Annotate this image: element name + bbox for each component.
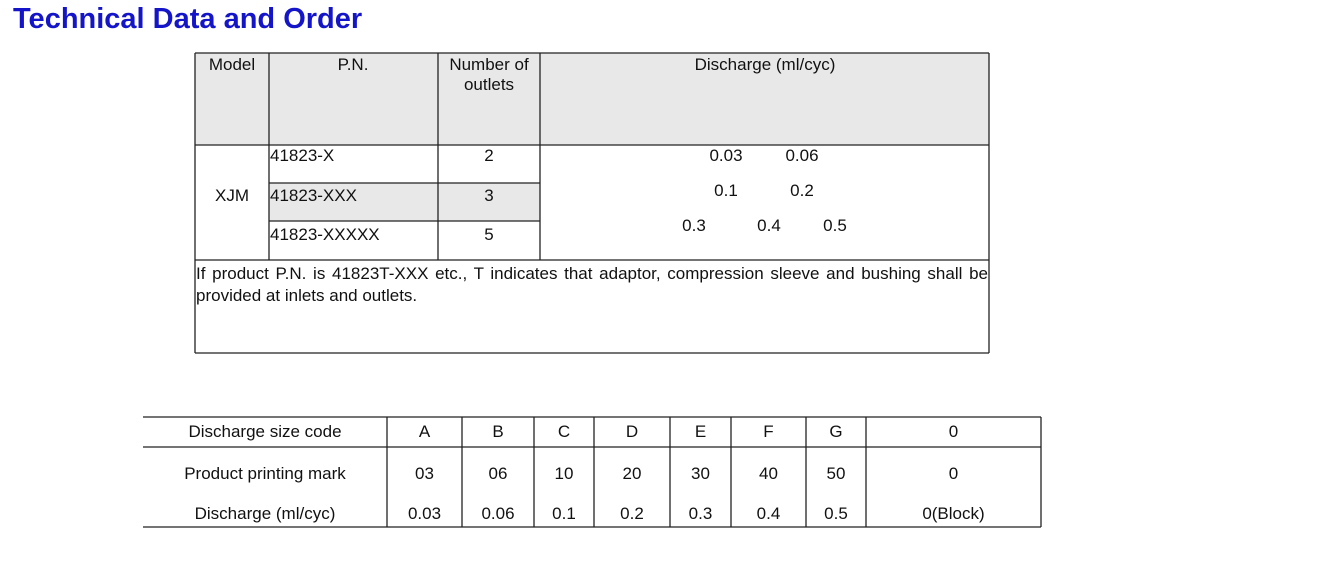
header-cell: Model	[208, 55, 256, 74]
discharge-value: 0.4	[757, 216, 781, 235]
code-cell: 10	[554, 464, 574, 483]
pn-cell: 41823-XXXXX	[270, 225, 380, 244]
code-cell: 0.03	[407, 504, 442, 523]
discharge-value: 0.06	[785, 146, 819, 165]
code-header-cell: D	[625, 422, 639, 441]
code-header-cell: B	[492, 422, 504, 441]
model-cell: XJM	[215, 186, 249, 205]
note: If product P.N. is 41823T-XXX etc., T in…	[196, 264, 988, 305]
code-cell: 20	[622, 464, 642, 483]
page-title: Technical Data and Order	[13, 3, 363, 35]
code-cell: 0(Block)	[922, 504, 985, 523]
outlets-cell: 5	[484, 225, 494, 244]
header-cell: Discharge (ml/cyc)	[694, 55, 836, 74]
code-cell: 06	[488, 464, 508, 483]
code-cell: Discharge (ml/cyc)	[194, 504, 336, 523]
code-header-cell: A	[418, 422, 431, 441]
code-cell: 0.06	[481, 504, 515, 523]
code-cell: 0	[948, 464, 959, 483]
code-cell: 40	[759, 464, 778, 483]
row-shade	[269, 183, 540, 221]
code-header-cell: F	[763, 422, 774, 441]
discharge-value: 0.1	[714, 181, 738, 200]
code-cell: 0.2	[620, 504, 644, 523]
code-header-cell: 0	[948, 422, 959, 441]
outlets-cell: 2	[484, 146, 494, 165]
discharge-value: 0.5	[823, 216, 847, 235]
code-cell: 03	[415, 464, 434, 483]
code-header-cell: Discharge size code	[188, 422, 342, 441]
discharge-value: 0.3	[682, 216, 706, 235]
code-header-cell: G	[829, 422, 843, 441]
discharge-value: 0.2	[790, 181, 814, 200]
code-header-cell: E	[694, 422, 707, 441]
code-header-cell: C	[557, 422, 571, 441]
header-shade	[195, 53, 989, 145]
outlets-cell: 3	[484, 186, 494, 205]
pn-cell: 41823-X	[270, 146, 335, 165]
code-cell: Product printing mark	[184, 464, 346, 483]
code-cell: 0.3	[688, 504, 713, 523]
pn-cell: 41823-XXX	[270, 186, 357, 205]
code-cell: 0.1	[552, 504, 576, 523]
code-cell: 30	[691, 464, 710, 483]
code-cell: 0.5	[824, 504, 848, 523]
header-cell: P.N.	[337, 55, 369, 74]
code-cell: 0.4	[756, 504, 781, 523]
discharge-value: 0.03	[709, 146, 743, 165]
code-cell: 50	[826, 464, 846, 483]
header-cell: Number of outlets	[449, 55, 529, 94]
